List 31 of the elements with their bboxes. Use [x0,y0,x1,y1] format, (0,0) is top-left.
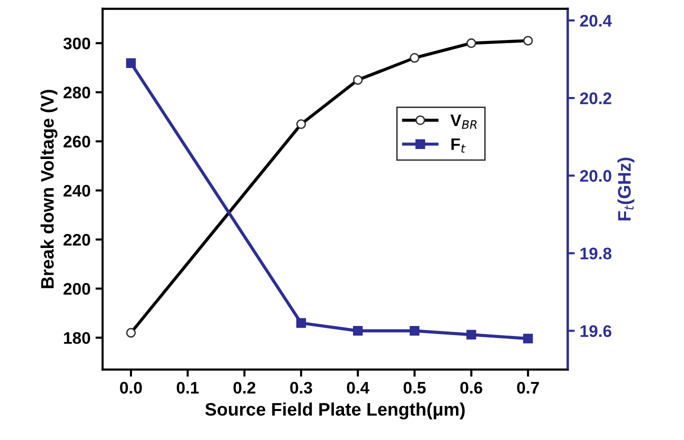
point [466,330,476,340]
x-tick-label: 0.2 [233,382,256,394]
y-tick-label: 240 [64,184,90,197]
y2-tick-label: 20.2 [580,92,612,104]
y-tick-label: 260 [64,136,90,148]
x-axis-title: Source Field Plate Length(μm) [205,402,465,420]
y-tick-label: 300 [63,38,90,50]
point [352,326,363,336]
point [523,334,533,344]
point [296,318,306,328]
y2-tick-label: 20.4 [580,14,612,27]
y2-tick-label: 19.8 [580,248,612,260]
x-tick-label: 0.4 [346,382,370,394]
legend-label: F$_{t}$ [451,138,466,153]
x-tick-label: 0.5 [404,382,426,394]
y-tick-label: 280 [64,86,90,98]
point [126,58,136,68]
x-tick-label: 0.0 [120,382,142,394]
y-axis-title: Break down Voltage (V) [40,90,58,288]
y-tick-label: 200 [64,283,90,295]
y2-tick-label: 20.0 [580,170,612,182]
legend-label: V$_{BR}$ [450,114,477,129]
x-tick-label: 0.6 [460,382,482,394]
x-tick-label: 0.3 [290,382,312,394]
x-tick-label: 0.7 [517,382,539,394]
y2-axis-title: F$_{t}$(GHz) [618,158,634,220]
x-tick-label: 0.1 [176,382,199,394]
y-tick-label: 180 [64,332,90,344]
y-tick-label: 220 [64,234,90,246]
point [410,326,420,336]
y2-tick-label: 19.6 [580,325,612,338]
